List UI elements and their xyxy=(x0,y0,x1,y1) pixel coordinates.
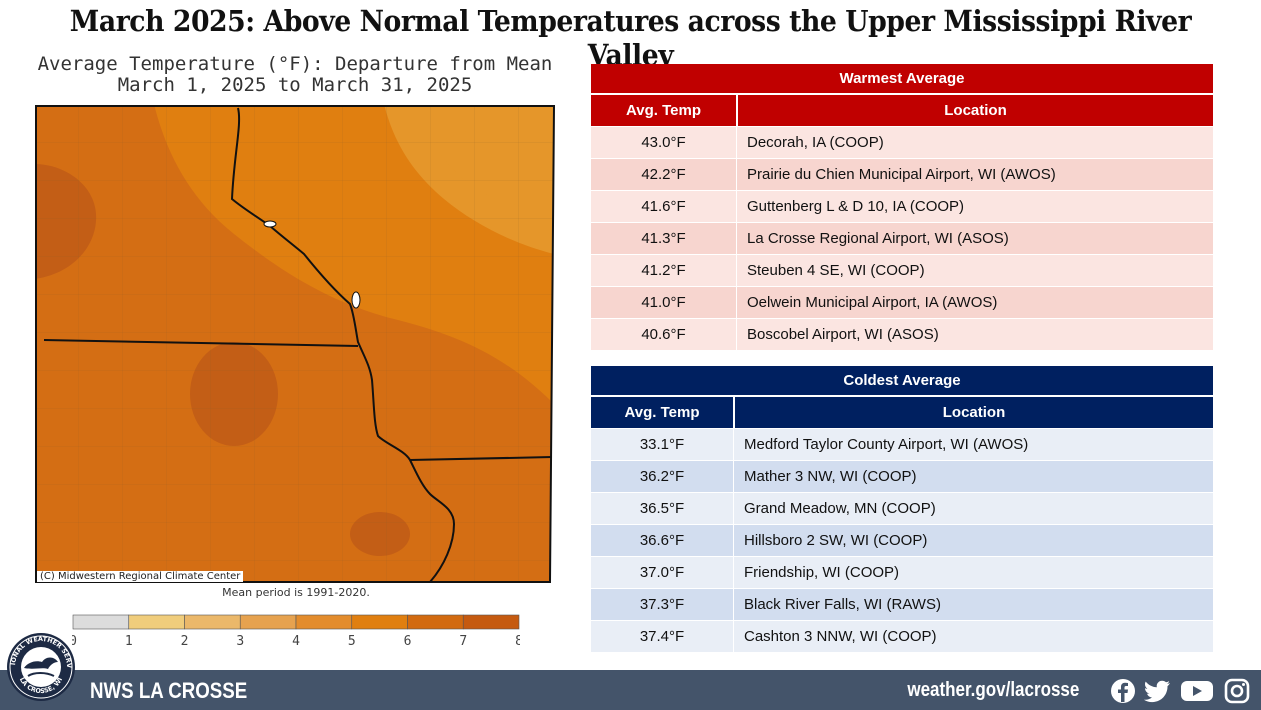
warmest-temp-cell: 41.6°F xyxy=(641,198,686,215)
copyright-label: (C) Midwestern Regional Climate Center xyxy=(37,571,244,582)
coldest-temp-cell: 36.6°F xyxy=(639,532,685,549)
coldest-location-cell: Hillsboro 2 SW, WI (COOP) xyxy=(733,525,1213,556)
warmest-temp-cell: 43.0°F xyxy=(641,134,686,151)
warmest-temp-cell: 42.2°F xyxy=(641,166,686,183)
warmest-temp-cell: 40.6°F xyxy=(641,326,686,343)
legend-swatch-6 xyxy=(407,614,464,630)
coldest-col-location: Location xyxy=(733,397,1213,428)
map-title-line1: Average Temperature (°F): Departure from… xyxy=(37,53,553,75)
color-scale-legend: 0 1 2 3 4 5 6 7 8 xyxy=(72,614,520,650)
map-border xyxy=(35,105,556,583)
legend-tick-label: 5 xyxy=(348,634,356,649)
instagram-icon[interactable] xyxy=(1224,678,1250,704)
legend-swatch-7 xyxy=(462,614,520,630)
legend-swatch-3 xyxy=(239,614,297,630)
warmest-rows: 43.0°F Decorah, IA (COOP) 42.2°F Prairie du… xyxy=(591,126,1213,350)
youtube-icon[interactable] xyxy=(1180,678,1214,704)
footer-url-link[interactable]: weather.gov/lacrosse xyxy=(907,679,1079,701)
map-title: Average Temperature (°F): Departure from… xyxy=(30,54,560,96)
warmest-row: 41.6°F Guttenberg L & D 10, IA (COOP) xyxy=(591,190,1213,222)
legend-tick-label: 4 xyxy=(292,634,300,649)
warmest-row: 43.0°F Decorah, IA (COOP) xyxy=(591,126,1213,158)
mn-ia-state-border xyxy=(43,339,359,347)
warmest-col-location: Location xyxy=(736,95,1213,126)
coldest-temp-cell: 36.2°F xyxy=(639,468,685,485)
coldest-temp-cell: 33.1°F xyxy=(639,436,685,453)
lake-pepin xyxy=(263,220,277,228)
coldest-row: 36.5°F Grand Meadow, MN (COOP) xyxy=(591,492,1213,524)
legend-tick-label: 0 xyxy=(72,634,77,649)
nws-logo: NATIONAL WEATHER SERVICE LA CROSSE, WI xyxy=(6,632,75,701)
coldest-location-cell: Mather 3 NW, WI (COOP) xyxy=(733,461,1213,492)
legend-tick-label: 2 xyxy=(181,634,189,649)
mean-period-label: Mean period is 1991-2020. xyxy=(222,586,370,599)
coldest-location-cell: Cashton 3 NNW, WI (COOP) xyxy=(733,621,1213,652)
legend-swatch-1 xyxy=(128,614,185,630)
map-title-line2: March 1, 2025 to March 31, 2025 xyxy=(117,74,473,96)
ia-il-state-border xyxy=(409,456,554,461)
page-title: March 2025: Above Normal Temperatures ac… xyxy=(69,4,1192,72)
warmest-location-cell: La Crosse Regional Airport, WI (ASOS) xyxy=(736,223,1213,254)
warmest-temp-cell: 41.0°F xyxy=(641,294,686,311)
coldest-location-cell: Friendship, WI (COOP) xyxy=(733,557,1213,588)
footer-office-name: NWS LA CROSSE xyxy=(90,678,248,703)
legend-tick-label: 7 xyxy=(459,634,467,649)
color-scale-svg: 0 1 2 3 4 5 6 7 8 xyxy=(72,614,520,649)
coldest-row: 36.2°F Mather 3 NW, WI (COOP) xyxy=(591,460,1213,492)
legend-tick-label: 6 xyxy=(404,634,412,649)
coldest-row: 37.3°F Black River Falls, WI (RAWS) xyxy=(591,588,1213,620)
warmest-location-cell: Boscobel Airport, WI (ASOS) xyxy=(736,319,1213,350)
legend-tick-label: 3 xyxy=(236,634,244,649)
warmest-location-cell: Decorah, IA (COOP) xyxy=(736,127,1213,158)
warmest-location-cell: Oelwein Municipal Airport, IA (AWOS) xyxy=(736,287,1213,318)
coldest-temp-cell: 37.0°F xyxy=(639,564,685,581)
facebook-icon[interactable] xyxy=(1110,678,1136,704)
legend-swatch-2 xyxy=(184,614,241,630)
twitter-icon[interactable] xyxy=(1143,678,1171,704)
footer-bar: NWS LA CROSSE weather.gov/lacrosse xyxy=(0,670,1261,710)
warmest-col-temp: Avg. Temp xyxy=(591,95,736,126)
legend-swatch-4 xyxy=(295,614,353,630)
coldest-banner: Coldest Average xyxy=(591,366,1213,395)
warmest-row: 40.6°F Boscobel Airport, WI (ASOS) xyxy=(591,318,1213,350)
coldest-temp-cell: 37.4°F xyxy=(639,628,685,645)
legend-tick-label: 8 xyxy=(515,634,520,649)
coldest-row: 36.6°F Hillsboro 2 SW, WI (COOP) xyxy=(591,524,1213,556)
coldest-row: 37.4°F Cashton 3 NNW, WI (COOP) xyxy=(591,620,1213,652)
warmest-location-cell: Prairie du Chien Municipal Airport, WI (… xyxy=(736,159,1213,190)
coldest-col-temp: Avg. Temp xyxy=(591,397,733,428)
warmest-header: Avg. Temp Location xyxy=(591,95,1213,126)
coldest-table: Coldest Average Avg. Temp Location 33.1°… xyxy=(591,366,1213,652)
warmest-table: Warmest Average Avg. Temp Location 43.0°… xyxy=(591,64,1213,350)
coldest-row: 33.1°F Medford Taylor County Airport, WI … xyxy=(591,428,1213,460)
temperature-departure-map xyxy=(34,104,558,584)
warmest-row: 41.2°F Steuben 4 SE, WI (COOP) xyxy=(591,254,1213,286)
mississippi-river xyxy=(230,107,456,582)
coldest-temp-cell: 37.3°F xyxy=(639,596,685,613)
warmest-temp-cell: 41.3°F xyxy=(641,230,686,247)
warmest-row: 41.0°F Oelwein Municipal Airport, IA (AWO… xyxy=(591,286,1213,318)
coldest-temp-cell: 36.5°F xyxy=(639,500,685,517)
coldest-header: Avg. Temp Location xyxy=(591,397,1213,428)
river-pool xyxy=(351,291,361,309)
legend-tick-label: 1 xyxy=(125,634,133,649)
warmest-row: 42.2°F Prairie du Chien Municipal Airport… xyxy=(591,158,1213,190)
coldest-location-cell: Grand Meadow, MN (COOP) xyxy=(733,493,1213,524)
coldest-rows: 33.1°F Medford Taylor County Airport, WI … xyxy=(591,428,1213,652)
warmest-banner: Warmest Average xyxy=(591,64,1213,93)
warmest-temp-cell: 41.2°F xyxy=(641,262,686,279)
legend-swatch-5 xyxy=(351,614,408,630)
coldest-location-cell: Black River Falls, WI (RAWS) xyxy=(733,589,1213,620)
warmest-location-cell: Steuben 4 SE, WI (COOP) xyxy=(736,255,1213,286)
map-svg xyxy=(35,105,556,583)
legend-swatch-0 xyxy=(72,614,130,630)
coldest-location-cell: Medford Taylor County Airport, WI (AWOS) xyxy=(733,429,1213,460)
warmest-location-cell: Guttenberg L & D 10, IA (COOP) xyxy=(736,191,1213,222)
coldest-row: 37.0°F Friendship, WI (COOP) xyxy=(591,556,1213,588)
warmest-row: 41.3°F La Crosse Regional Airport, WI (AS… xyxy=(591,222,1213,254)
